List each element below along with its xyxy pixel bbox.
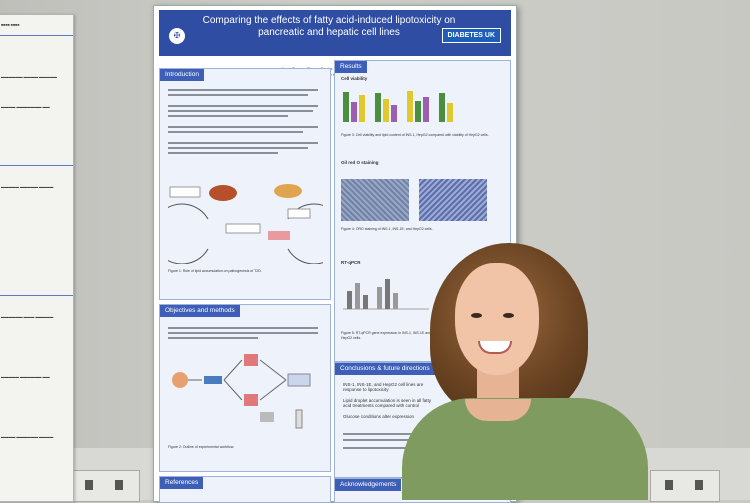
diabetes-uk-logo: DIABETES UK — [441, 28, 501, 43]
person-left-eye — [471, 313, 482, 318]
lipotoxicity-pathway-figure — [168, 184, 323, 264]
conclusion-point-2: Lipid droplet accumulation is seen in al… — [343, 398, 432, 408]
oro-stain-image-a — [341, 179, 409, 221]
oro-stain-image-b — [419, 179, 487, 221]
cell-viability-label: Cell viability — [341, 76, 368, 81]
adjacent-poster: ■■■■ ■■■■ ▬▬▬▬▬▬ ▬▬▬▬ ▬▬▬▬▬ ▬▬▬▬ ▬▬▬▬▬▬▬… — [0, 14, 74, 502]
person-collar — [465, 399, 531, 421]
cell-viability-bar-charts — [343, 91, 453, 122]
person-green-shirt — [402, 398, 648, 500]
figure-5-caption: Figure 5: RT-qPCR gene expression in INS… — [341, 331, 432, 340]
figure-4-caption: Figure 4: ORO staining of INS-1, INS-1E,… — [341, 227, 433, 231]
figure-3-caption: Figure 3: Cell viability and lipid conte… — [341, 133, 489, 137]
rt-qpcr-label: RT-qPCR — [341, 260, 361, 265]
introduction-heading: Introduction — [160, 69, 204, 81]
university-crest-icon: ✠ — [169, 28, 185, 44]
conclusions-heading: Conclusions & future directions — [335, 363, 435, 375]
person-right-eye — [503, 313, 514, 318]
poster-affiliation: Centre for Cardiovascular Science, Insti… — [194, 72, 474, 77]
acknowledgements-heading: Acknowledgements — [335, 479, 402, 491]
poster-title: Comparing the effects of fatty acid-indu… — [202, 15, 456, 38]
objectives-section: Objectives and methods Figure 2: Outline… — [159, 304, 331, 472]
power-socket-left — [70, 470, 140, 502]
person-face — [455, 263, 539, 375]
experimental-workflow-figure — [172, 354, 311, 429]
rt-qpcr-chart — [343, 279, 429, 310]
poster-authors: Anna Pearce, Shawn Carder, Brian Finch, … — [194, 66, 474, 71]
power-socket-right — [650, 470, 720, 502]
references-section: References — [159, 476, 331, 503]
figure-2-caption: Figure 2: Outline of experimental workfl… — [168, 445, 235, 449]
objectives-heading: Objectives and methods — [160, 305, 240, 317]
references-heading: References — [160, 477, 204, 489]
introduction-section: Introduction Figure 1: Role of lipid acc… — [159, 68, 331, 300]
figure-1-caption: Figure 1: Role of lipid accumulation on … — [168, 269, 262, 273]
conclusion-point-1: INS-1, INS-1E, and HepG2 cell lines are … — [343, 382, 424, 392]
oil-red-o-label: Oil red O staining — [341, 160, 379, 165]
poster-header: ✠ Comparing the effects of fatty acid-in… — [159, 10, 511, 56]
results-heading: Results — [335, 61, 367, 73]
conclusion-point-3: Glucose conditions alter expression — [343, 414, 415, 419]
